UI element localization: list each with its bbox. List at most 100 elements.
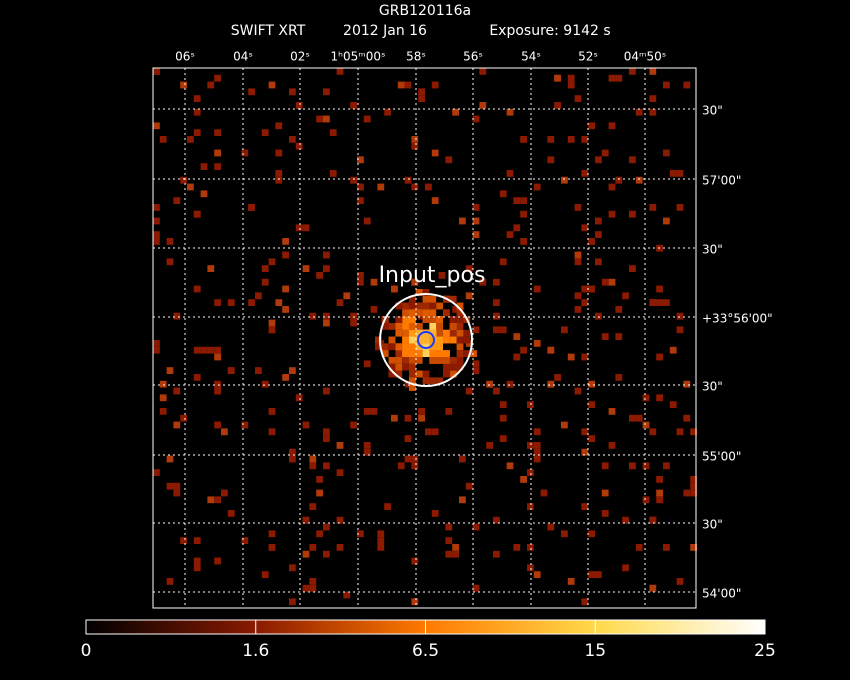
pixel [248,299,255,306]
pixel [595,312,602,320]
pixel [493,516,500,524]
pixel [302,516,310,524]
pixel [153,340,160,347]
pixel [214,353,221,361]
pixel [608,408,616,415]
pixel [493,299,500,306]
source-label: Input_pos [379,263,486,288]
pixel [449,357,457,364]
pixel [395,343,403,351]
pixel [429,323,437,330]
pixel [187,136,194,143]
pixel [397,462,405,470]
pixel [159,136,167,143]
pixel [449,323,457,330]
pixel [595,156,602,164]
pixel [377,530,385,538]
pixel [513,197,521,204]
pixel [581,598,589,606]
pixel [676,326,684,334]
pixel [445,523,453,531]
pixel [316,272,323,279]
pixel [436,302,443,310]
pixel [415,350,423,357]
pixel [350,102,357,109]
pixel [561,421,568,429]
pixel [261,129,269,136]
pixel [601,462,609,470]
pixel [472,584,480,592]
pixel [499,401,507,408]
pixel [574,306,582,313]
pixel [506,231,514,238]
pixel [635,108,643,116]
pixel [615,74,623,82]
pixel [193,346,201,354]
pixel [608,210,616,218]
pixel [431,428,439,436]
pixel [316,489,323,497]
pixel [422,302,430,310]
pixel [350,319,357,327]
pixel [649,299,657,306]
pixel [608,278,616,286]
pixel [153,238,160,245]
pixel [520,476,527,483]
pixel [486,380,493,388]
pixel [388,357,396,364]
pixel [581,170,589,177]
pixel [622,564,629,572]
pixel [207,496,215,504]
pixel [309,462,317,470]
pixel [309,544,317,551]
pixel [581,299,589,306]
pixel [221,489,228,497]
pixel [363,442,371,449]
pixel [574,387,582,395]
pixel [187,183,194,191]
pixel [649,108,657,116]
pixel [388,343,396,351]
pixel [275,170,283,177]
pixel [418,95,425,102]
source-circle [379,293,473,387]
pixel [622,516,629,524]
pixel [418,88,425,96]
pixel [329,170,337,177]
pixel [588,571,595,578]
pixel [493,312,500,320]
pixel [268,544,276,551]
pixel [472,367,480,374]
pixel [581,224,589,232]
pixel [422,316,430,323]
pixel [456,302,464,310]
ra-label: 58ˢ [406,50,426,64]
pixel [409,336,416,344]
pixel [227,510,235,517]
pixel [395,350,403,357]
pixel [449,370,457,378]
pixel [574,251,582,259]
pixel [363,115,371,123]
pixel [395,370,403,378]
pixel [456,329,464,337]
pixel [323,312,330,320]
pixel [418,414,425,422]
pixel [669,401,677,408]
pixel [336,516,344,524]
pixel [493,326,500,334]
pixel [533,183,541,191]
pixel [323,319,330,327]
exposure: Exposure: 9142 s [489,23,610,39]
ra-label: 56ˢ [463,50,483,64]
pixel [363,408,371,415]
pixel [472,326,480,334]
pixel [581,428,589,436]
pixel [656,476,663,483]
pixel [499,258,507,266]
pixel [402,309,409,317]
pixel [381,323,389,330]
colorbar-label: 6.5 [412,641,439,661]
pixel [241,149,249,157]
ra-label: 04ˢ [233,50,253,64]
